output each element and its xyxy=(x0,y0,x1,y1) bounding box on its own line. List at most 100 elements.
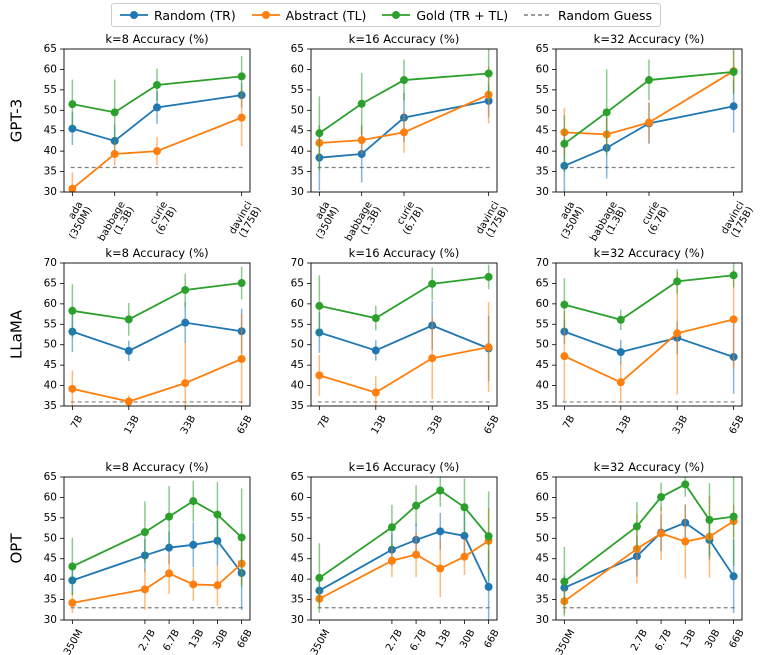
p7-gold-point xyxy=(189,497,198,506)
legend-label-baseline: Random Guess xyxy=(558,7,653,23)
p6-ytick-label: 60 xyxy=(536,298,549,310)
p5-ytick-label: 35 xyxy=(291,400,304,412)
p6-ytick-label: 35 xyxy=(536,400,549,412)
p2-title: k=16 Accuracy (%) xyxy=(349,32,460,46)
p2-xtick-label: ada(350M) xyxy=(305,200,341,242)
p5-random-point xyxy=(371,346,380,355)
p9-gold-point xyxy=(705,515,714,524)
p9-ytick-label: 50 xyxy=(536,532,549,544)
p6-xtick-label: 33B xyxy=(671,414,690,437)
p7-gold-point xyxy=(68,562,77,571)
p2-ytick-label: 50 xyxy=(291,104,304,116)
p6-ytick-label: 65 xyxy=(536,277,549,289)
p3-ytick-label: 40 xyxy=(536,145,549,157)
p3-ytick-label: 55 xyxy=(536,84,549,96)
p6-gold-point xyxy=(560,300,569,309)
p9-ytick-label: 30 xyxy=(536,614,549,626)
p2-gold-point xyxy=(484,69,493,78)
p1-abstract-point xyxy=(68,184,77,193)
legend-item-abstract: Abstract (TL) xyxy=(251,7,367,23)
p7-ytick-label: 35 xyxy=(44,594,57,606)
p7-ytick-label: 60 xyxy=(44,491,57,503)
legend-swatch-random xyxy=(119,11,148,19)
p1-ytick-label: 30 xyxy=(44,186,57,198)
p2-ytick-label: 30 xyxy=(291,186,304,198)
p1-random-point xyxy=(153,103,161,112)
p8-abstract-line xyxy=(318,539,490,600)
p4-xtick-label: 33B xyxy=(179,414,198,437)
p4-xtick-label: 7B xyxy=(69,414,85,431)
p7-abstract-point xyxy=(165,569,174,578)
p4-ytick-label: 50 xyxy=(44,339,57,351)
p6-gold-point xyxy=(729,271,738,280)
p1-xtick-label: ada(350M) xyxy=(58,200,94,242)
p2-abstract-point xyxy=(400,128,408,137)
p3-gold-line xyxy=(563,70,734,145)
p8-xtick-label: 350M xyxy=(309,628,332,655)
p4-gold-point xyxy=(124,315,133,324)
p4-title: k=8 Accuracy (%) xyxy=(105,246,208,260)
p9-gold-point xyxy=(657,493,666,502)
p6-plot-frame xyxy=(555,262,743,407)
p3-random-line xyxy=(564,105,734,167)
p6-title: k=32 Accuracy (%) xyxy=(594,246,705,260)
p1-ytick-label: 60 xyxy=(44,63,57,75)
p3-plot-frame xyxy=(555,48,743,193)
p5-title: k=16 Accuracy (%) xyxy=(349,246,460,260)
p4-random-point xyxy=(181,318,190,327)
p8-gold-point xyxy=(315,573,324,582)
p7-xtick-label: 13B xyxy=(187,628,206,651)
p2-abstract-point xyxy=(357,136,366,145)
p1-xtick-label: davinci(175B) xyxy=(227,200,264,242)
p2-plot-frame xyxy=(310,48,498,193)
legend-label-abstract: Abstract (TL) xyxy=(285,7,367,23)
p1-ytick-label: 40 xyxy=(44,145,57,157)
p3-ytick-label: 45 xyxy=(536,125,549,137)
p9-abstract-point xyxy=(657,529,666,538)
p6-ytick-label: 55 xyxy=(536,318,549,330)
p2-gold-point xyxy=(400,76,408,85)
p4-gold-point xyxy=(181,285,190,294)
p4-plot-frame xyxy=(63,262,251,407)
p9-gold-point xyxy=(681,480,690,489)
p8-gold-line xyxy=(318,489,490,579)
p7-gold-point xyxy=(165,512,174,521)
p1-title: k=8 Accuracy (%) xyxy=(105,32,208,46)
p1-ytick-label: 55 xyxy=(44,84,57,96)
p1-ytick-label: 35 xyxy=(44,166,57,178)
p9-xtick-label: 66B xyxy=(727,628,746,651)
p8-xtick-label: 30B xyxy=(458,628,477,651)
p8-xtick-label: 66B xyxy=(482,628,501,651)
p6-ytick-label: 45 xyxy=(536,359,549,371)
p1-ytick-label: 50 xyxy=(44,104,57,116)
p8-ytick-label: 35 xyxy=(291,594,304,606)
p7-abstract-point xyxy=(68,598,77,607)
p5-xtick-label: 13B xyxy=(370,414,389,437)
p3-gold-point xyxy=(729,67,738,76)
row-label-gpt3: GPT-3 xyxy=(8,99,26,142)
legend: Random (TR) Abstract (TL) Gold (TR + TL)… xyxy=(111,3,661,27)
legend-item-random: Random (TR) xyxy=(119,8,236,23)
p7-xtick-label: 6.7B xyxy=(161,628,182,653)
p4-ytick-label: 40 xyxy=(44,380,57,392)
p2-gold-point xyxy=(357,99,366,108)
p7-random-point xyxy=(165,543,174,552)
p6-gold-line xyxy=(564,274,734,321)
row-label-llama: LLaMA xyxy=(8,309,26,359)
p5-gold-point xyxy=(428,279,437,288)
p7-ytick-label: 50 xyxy=(44,532,57,544)
p5-ytick-label: 45 xyxy=(291,359,304,371)
p8-xtick-label: 6.7B xyxy=(408,628,429,653)
p8-xtick-label: 13B xyxy=(434,628,453,651)
p8-abstract-point xyxy=(460,552,469,561)
legend-label-gold: Gold (TR + TL) xyxy=(416,7,509,23)
p9-ytick-label: 65 xyxy=(536,471,549,483)
p5-ytick-label: 50 xyxy=(291,339,304,351)
p2-xtick-label: babbage(1.3B) xyxy=(343,200,384,249)
p4-random-point xyxy=(124,346,133,355)
p6-xtick-label: 13B xyxy=(615,414,634,437)
p6-ytick-label: 70 xyxy=(536,257,549,269)
p4-ytick-label: 55 xyxy=(44,318,57,330)
p4-gold-line xyxy=(72,282,242,321)
p2-ytick-label: 35 xyxy=(291,166,304,178)
